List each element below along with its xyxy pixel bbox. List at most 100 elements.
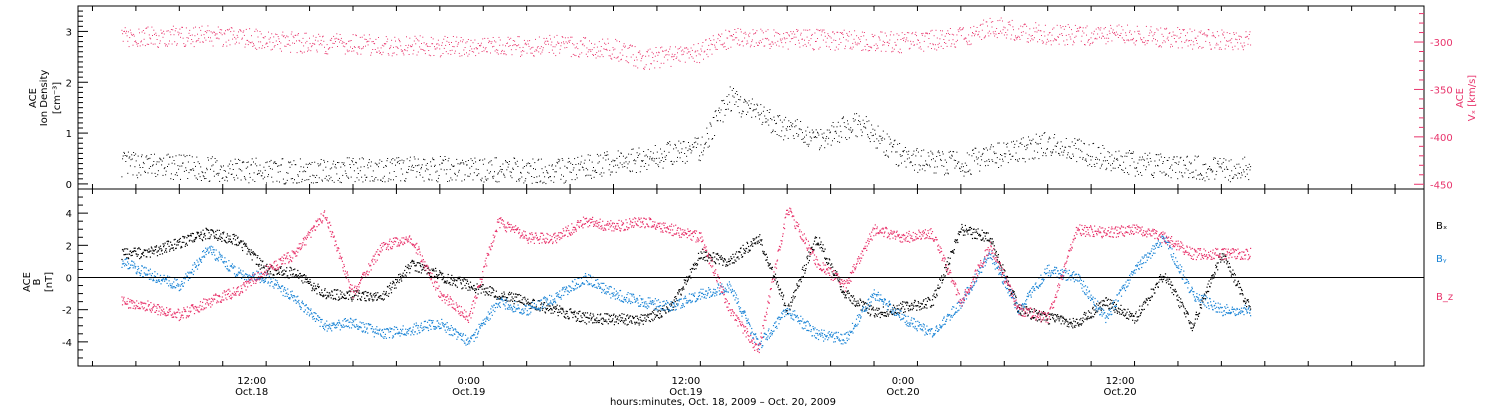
data-point — [854, 113, 856, 115]
data-point — [303, 170, 305, 172]
data-point — [686, 160, 688, 162]
data-point — [134, 250, 136, 252]
data-point — [933, 35, 935, 37]
data-point — [425, 44, 427, 46]
data-point — [984, 161, 986, 163]
data-point — [338, 299, 340, 301]
data-point — [1198, 47, 1199, 49]
data-point — [1222, 170, 1224, 172]
data-point — [413, 167, 415, 168]
data-point — [1132, 153, 1134, 154]
data-point — [568, 317, 570, 319]
data-point — [1242, 49, 1244, 51]
data-point — [451, 42, 452, 43]
data-point — [593, 322, 595, 324]
data-point — [152, 43, 154, 45]
data-point — [768, 264, 770, 266]
data-point — [769, 263, 771, 265]
data-point — [855, 304, 858, 306]
data-point — [493, 175, 495, 177]
data-point — [297, 274, 299, 276]
data-point — [643, 319, 645, 322]
data-point — [498, 181, 500, 183]
data-point — [952, 39, 954, 41]
data-point — [847, 120, 848, 122]
data-point — [647, 51, 648, 53]
data-point — [833, 274, 835, 276]
data-point — [284, 273, 286, 275]
data-point — [899, 154, 901, 156]
data-point — [480, 44, 482, 46]
data-point — [678, 59, 680, 61]
data-point — [874, 316, 876, 318]
data-point — [339, 290, 341, 292]
data-point — [273, 36, 275, 38]
data-point — [217, 174, 219, 176]
data-point — [253, 43, 254, 45]
data-point — [946, 169, 948, 171]
data-point — [392, 158, 394, 159]
data-point — [320, 294, 322, 296]
data-point — [367, 44, 369, 46]
data-point — [446, 40, 448, 42]
data-point — [1025, 149, 1027, 151]
data-point — [404, 180, 406, 182]
data-point — [1093, 142, 1095, 144]
data-point — [858, 43, 860, 45]
data-point — [964, 171, 966, 173]
data-point — [351, 50, 353, 52]
data-point — [170, 178, 172, 180]
data-point — [565, 180, 567, 182]
data-point — [479, 45, 481, 47]
data-point — [1140, 172, 1141, 174]
data-point — [1220, 167, 1222, 169]
data-point — [241, 162, 243, 164]
data-point — [961, 29, 963, 31]
data-point — [594, 54, 596, 55]
data-point — [365, 177, 367, 178]
data-point — [683, 51, 685, 53]
data-point — [985, 165, 986, 167]
data-point — [802, 138, 804, 140]
data-point — [807, 255, 809, 257]
data-point — [756, 103, 758, 105]
data-point — [1229, 33, 1231, 34]
data-point — [731, 262, 733, 264]
data-point — [348, 177, 350, 179]
data-point — [998, 33, 1000, 34]
data-point — [312, 35, 314, 37]
data-point — [693, 268, 695, 270]
data-point — [1087, 41, 1089, 43]
data-point — [359, 292, 361, 294]
data-point — [800, 121, 802, 122]
data-point — [675, 296, 677, 298]
data-point — [871, 135, 873, 137]
data-point — [477, 48, 478, 50]
data-point — [760, 240, 762, 242]
data-point — [747, 42, 749, 44]
data-point — [606, 154, 607, 156]
data-point — [481, 177, 483, 179]
data-point — [968, 170, 970, 172]
data-point — [798, 42, 800, 44]
data-point — [951, 155, 953, 157]
data-point — [936, 37, 938, 39]
data-point — [586, 174, 588, 176]
data-point — [475, 47, 477, 49]
data-point — [576, 174, 577, 176]
data-point — [392, 52, 394, 54]
data-point — [822, 244, 824, 246]
data-point — [1132, 151, 1134, 153]
data-point — [695, 147, 697, 148]
data-point — [727, 264, 729, 266]
top-panel-frame — [77, 5, 1425, 190]
data-point — [431, 268, 433, 270]
data-point — [767, 265, 769, 267]
data-point — [245, 167, 247, 169]
data-point — [582, 320, 584, 322]
data-point — [387, 53, 389, 55]
data-point — [1116, 158, 1118, 160]
data-point — [1112, 163, 1113, 165]
data-point — [1190, 163, 1192, 165]
data-point — [758, 236, 760, 238]
